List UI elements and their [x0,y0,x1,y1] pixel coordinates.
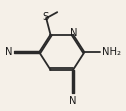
Text: N: N [69,96,77,106]
Text: N: N [5,47,12,57]
Text: S: S [42,12,49,22]
Text: N: N [70,28,77,38]
Text: NH₂: NH₂ [102,47,121,57]
